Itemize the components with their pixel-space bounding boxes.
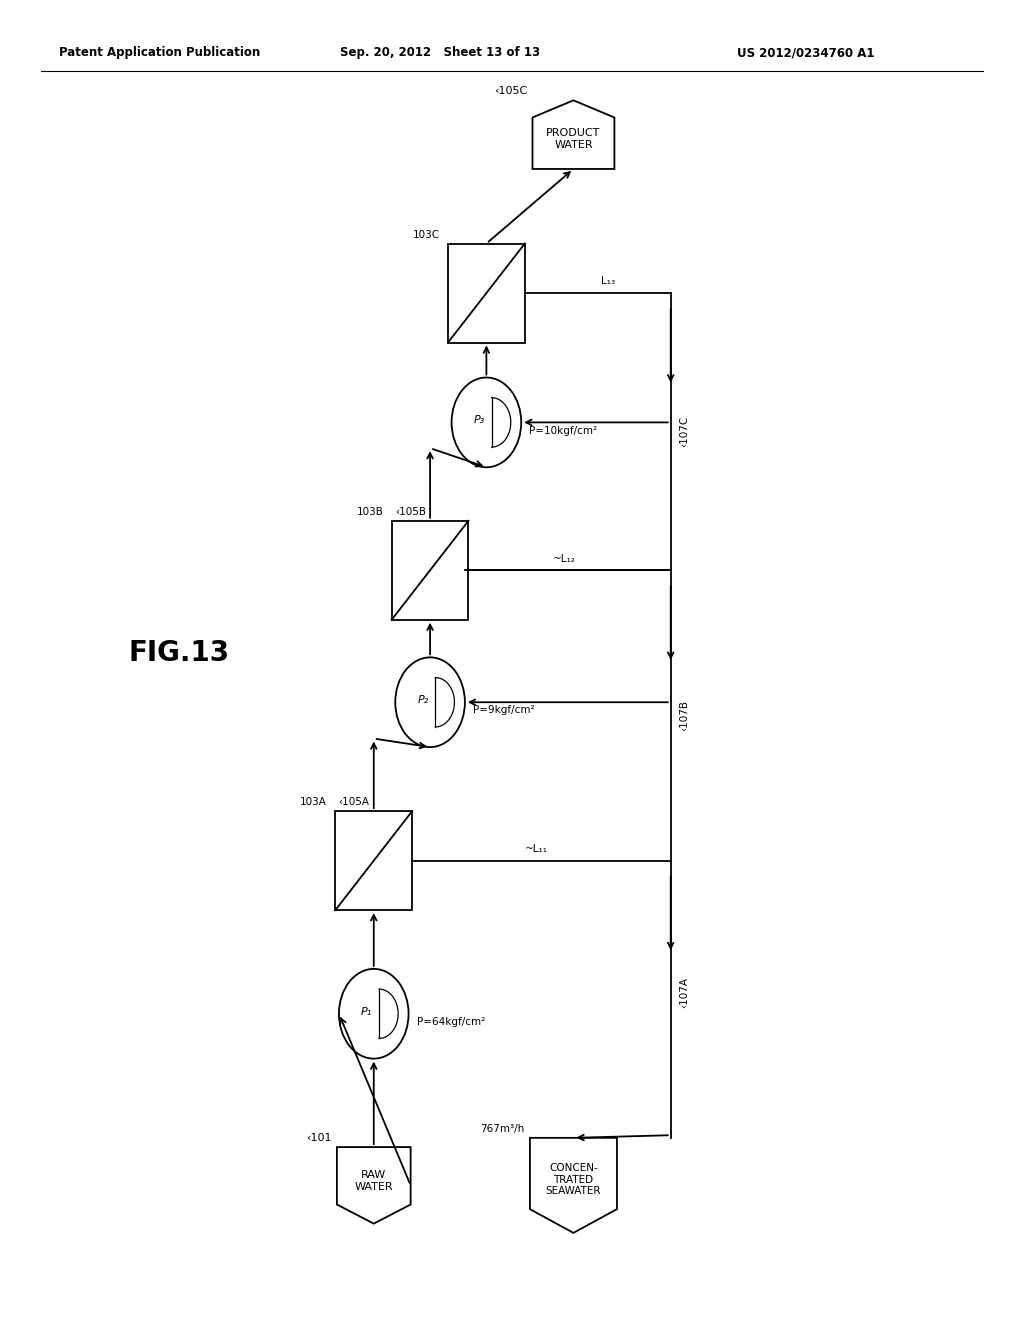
Text: Sep. 20, 2012   Sheet 13 of 13: Sep. 20, 2012 Sheet 13 of 13 — [340, 46, 541, 59]
Text: ‹101: ‹101 — [306, 1133, 332, 1143]
Text: ‹105C: ‹105C — [495, 86, 527, 96]
Text: ‹105A: ‹105A — [338, 797, 370, 808]
Text: Patent Application Publication: Patent Application Publication — [59, 46, 261, 59]
Text: ~L₁₂: ~L₁₂ — [553, 553, 575, 564]
Text: P=9kgf/cm²: P=9kgf/cm² — [473, 705, 535, 715]
Text: L₁₃: L₁₃ — [601, 276, 615, 286]
Text: P=10kgf/cm²: P=10kgf/cm² — [529, 425, 598, 436]
Text: P₁: P₁ — [361, 1007, 373, 1016]
Text: P=64kgf/cm²: P=64kgf/cm² — [417, 1016, 485, 1027]
Text: P₃: P₃ — [474, 416, 485, 425]
Text: ‹107C: ‹107C — [679, 416, 689, 447]
Bar — [336, 810, 412, 911]
Text: ‹107B: ‹107B — [679, 700, 689, 731]
Text: RAW
WATER: RAW WATER — [354, 1170, 393, 1192]
Text: 103C: 103C — [413, 230, 440, 240]
Text: CONCEN-
TRATED
SEAWATER: CONCEN- TRATED SEAWATER — [546, 1163, 601, 1196]
Text: ‹107A: ‹107A — [679, 977, 689, 1008]
Text: ~L₁₁: ~L₁₁ — [525, 843, 548, 854]
Text: US 2012/0234760 A1: US 2012/0234760 A1 — [737, 46, 874, 59]
Text: P₂: P₂ — [418, 696, 429, 705]
Text: PRODUCT
WATER: PRODUCT WATER — [546, 128, 601, 149]
Bar — [449, 243, 524, 342]
Text: 103A: 103A — [300, 797, 328, 808]
Text: ‹105B: ‹105B — [395, 507, 426, 517]
Bar — [391, 520, 469, 620]
Text: 103B: 103B — [356, 507, 383, 517]
Text: FIG.13: FIG.13 — [129, 639, 229, 668]
Text: 767m³/h: 767m³/h — [480, 1123, 525, 1134]
